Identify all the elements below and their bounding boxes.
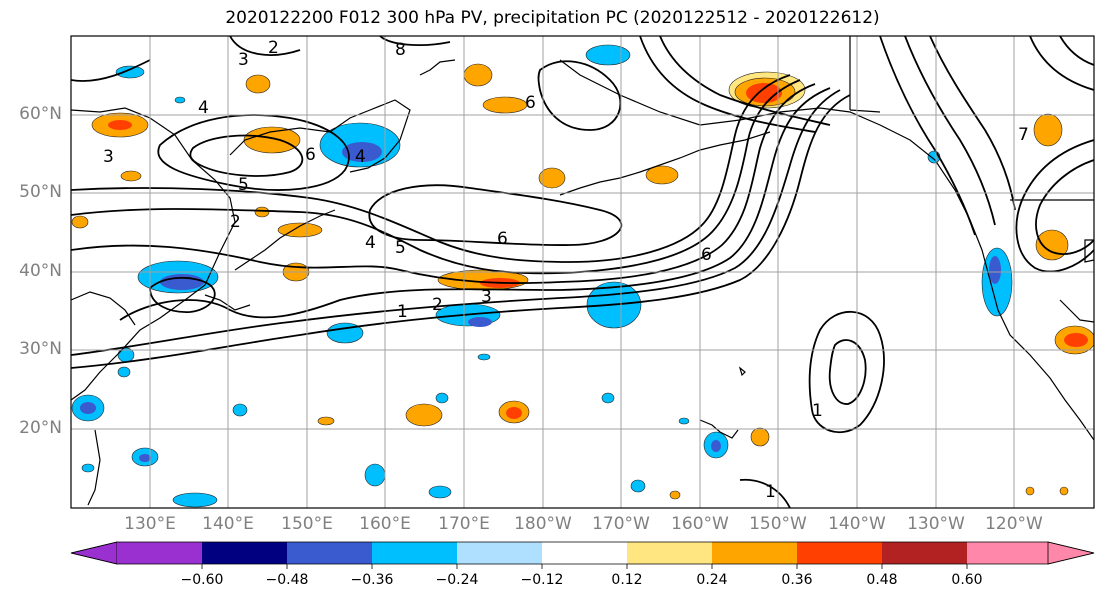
lon-label-140e: 140°E — [202, 514, 254, 534]
colorbar-tick-label: −0.36 — [350, 572, 394, 588]
contour-label: 6 — [701, 245, 712, 265]
contour-label: 7 — [1018, 125, 1029, 145]
contour-label: 2 — [268, 38, 279, 58]
colorbar-tick-label: 0.36 — [781, 572, 813, 588]
contour-label: 6 — [497, 229, 508, 249]
colorbar — [70, 541, 1095, 569]
coastlines — [71, 36, 1094, 506]
contour-label: 2 — [230, 212, 241, 232]
lon-label-130w: 130°W — [907, 514, 965, 534]
lon-label-170w: 170°W — [592, 514, 650, 534]
contour-label: 6 — [305, 145, 316, 165]
lon-label-170e: 170°E — [438, 514, 490, 534]
contour-label: 3 — [103, 147, 114, 167]
colorbar-tick-label: −0.60 — [180, 572, 224, 588]
colorbar-extend-high — [1047, 541, 1095, 565]
lat-label-50n: 50°N — [19, 182, 62, 202]
lon-label-180w: 180°W — [514, 514, 572, 534]
lon-label-160e: 160°E — [359, 514, 411, 534]
lat-label-30n: 30°N — [19, 339, 62, 359]
colorbar-tick-label: −0.12 — [520, 572, 564, 588]
lat-label-40n: 40°N — [19, 261, 62, 281]
contour-label: 1 — [397, 302, 408, 322]
colorbar-tick-label: 0.60 — [951, 572, 983, 588]
contour-label: 4 — [355, 147, 366, 167]
colorbar-tick-label: −0.24 — [435, 572, 479, 588]
lon-label-150w: 150°W — [749, 514, 807, 534]
lat-label-20n: 20°N — [19, 418, 62, 438]
map-frame — [70, 35, 1095, 509]
lon-label-140w: 140°W — [828, 514, 886, 534]
graticule — [71, 36, 1094, 508]
lon-label-130e: 130°E — [124, 514, 176, 534]
lon-label-160w: 160°W — [671, 514, 729, 534]
contour-label: 6 — [525, 93, 536, 113]
colorbar-tick-label: 0.48 — [866, 572, 898, 588]
contour-label: 1 — [812, 401, 823, 421]
colorbar-extend-low — [70, 541, 118, 565]
pv-contours — [71, 36, 1094, 508]
lon-label-120w: 120°W — [985, 514, 1043, 534]
colorbar-tick-label: 0.12 — [611, 572, 643, 588]
contour-label: 3 — [481, 287, 492, 307]
colorbar-tick-label: 0.24 — [696, 572, 728, 588]
colorbar-tick-label: −0.48 — [265, 572, 309, 588]
contour-label: 8 — [395, 40, 406, 60]
contour-label: 3 — [238, 50, 249, 70]
contour-label: 1 — [765, 482, 776, 502]
contour-label: 5 — [238, 175, 249, 195]
lat-label-60n: 60°N — [19, 104, 62, 124]
contour-label: 4 — [365, 233, 376, 253]
contour-label: 4 — [198, 98, 209, 118]
lon-label-150e: 150°E — [281, 514, 333, 534]
map-title: 2020122200 F012 300 hPa PV, precipitatio… — [225, 8, 880, 28]
contour-label: 5 — [395, 238, 406, 258]
contour-label: 2 — [432, 295, 443, 315]
contour-labels: 1 1 1 2 2 2 3 3 3 4 4 4 5 5 6 6 6 6 7 8 — [103, 38, 1029, 502]
